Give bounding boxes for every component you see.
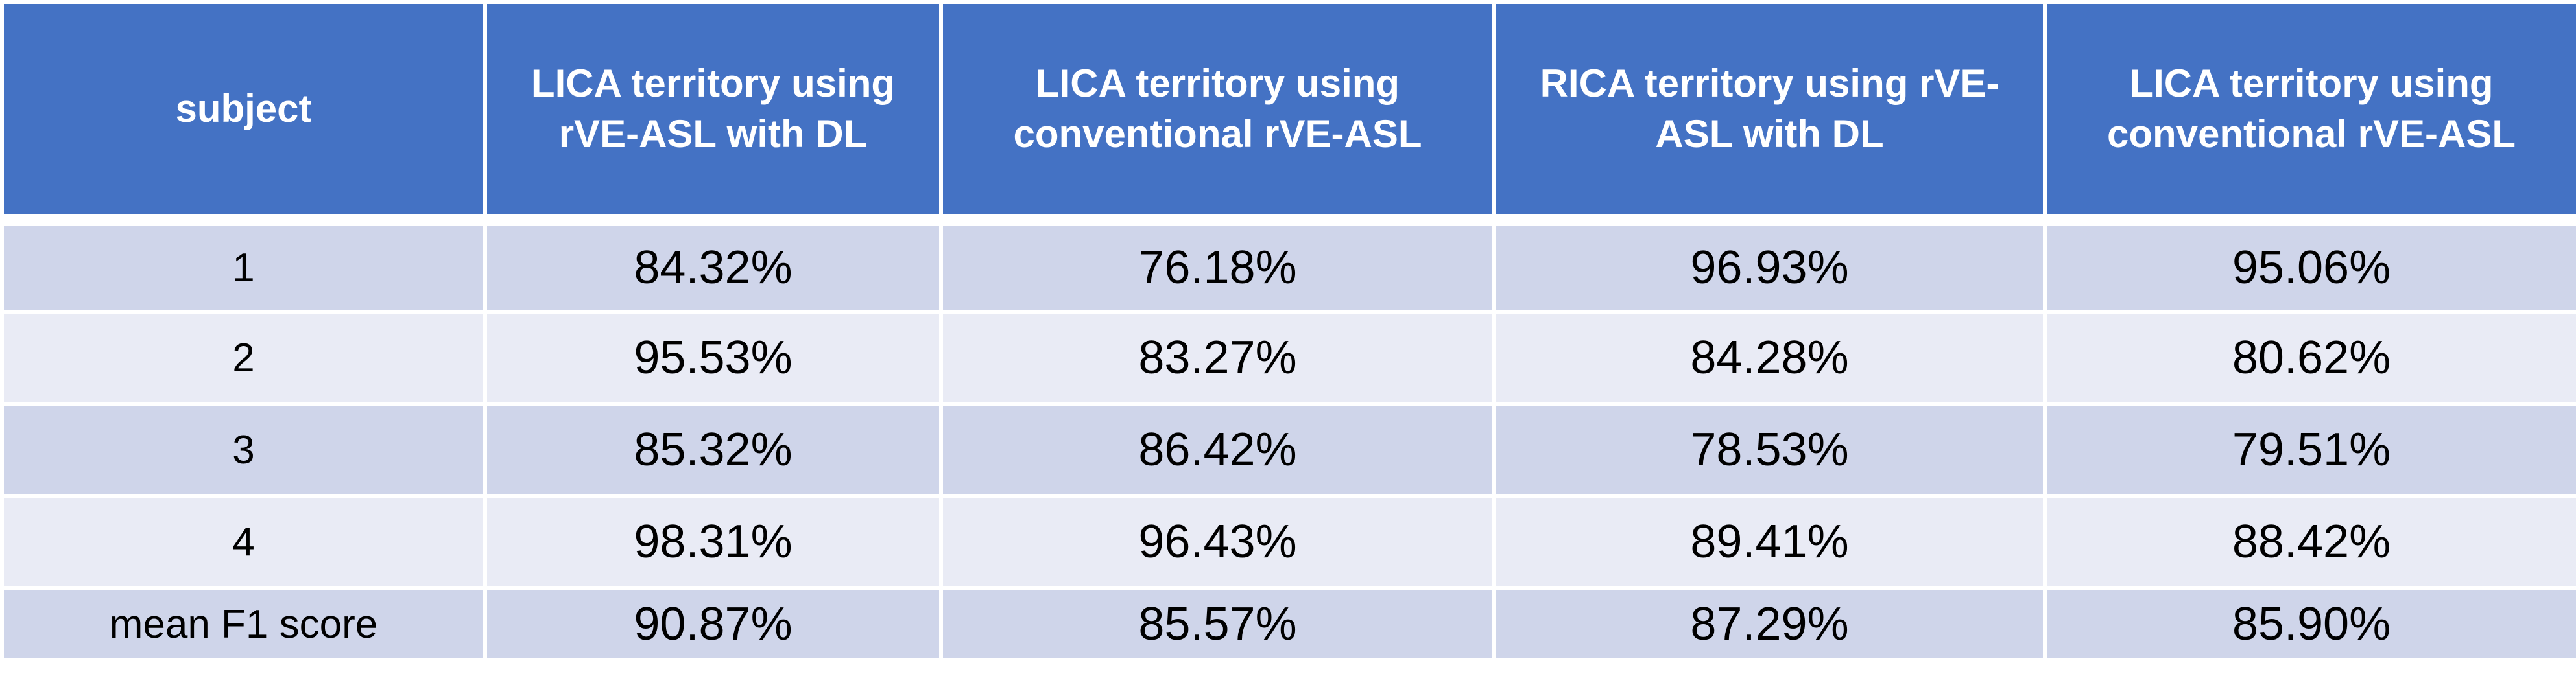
mean-value-cell: 87.29% <box>1492 586 2047 662</box>
value-cell: 85.32% <box>483 402 943 498</box>
header-subject: subject <box>0 0 487 226</box>
table-row: 3 85.32% 86.42% 78.53% 79.51% <box>0 402 2576 498</box>
value-cell: 84.28% <box>1492 310 2047 406</box>
value-cell: 79.51% <box>2043 402 2576 498</box>
value-cell: 88.42% <box>2043 494 2576 590</box>
value-cell: 96.93% <box>1492 218 2047 314</box>
value-cell: 96.43% <box>939 494 1496 590</box>
header-rica-dl: RICA territory using rVE-ASL with DL <box>1492 0 2047 226</box>
value-cell: 86.42% <box>939 402 1496 498</box>
table-header: subject LICA territory using rVE-ASL wit… <box>0 0 2576 226</box>
value-cell: 78.53% <box>1492 402 2047 498</box>
header-lica-conventional-2: LICA territory using conventional rVE-AS… <box>2043 0 2576 226</box>
value-cell: 95.06% <box>2043 218 2576 314</box>
mean-label-cell: mean F1 score <box>0 586 487 662</box>
subject-cell: 2 <box>0 310 487 406</box>
value-cell: 83.27% <box>939 310 1496 406</box>
subject-cell: 1 <box>0 218 487 314</box>
header-row: subject LICA territory using rVE-ASL wit… <box>0 0 2576 226</box>
table-body: 1 84.32% 76.18% 96.93% 95.06% 2 95.53% 8… <box>0 218 2576 662</box>
value-cell: 76.18% <box>939 218 1496 314</box>
mean-value-cell: 85.57% <box>939 586 1496 662</box>
mean-value-cell: 90.87% <box>483 586 943 662</box>
table-row: 2 95.53% 83.27% 84.28% 80.62% <box>0 310 2576 406</box>
subject-cell: 4 <box>0 494 487 590</box>
value-cell: 89.41% <box>1492 494 2047 590</box>
mean-value-cell: 85.90% <box>2043 586 2576 662</box>
table-row: 4 98.31% 96.43% 89.41% 88.42% <box>0 494 2576 590</box>
table-row-mean: mean F1 score 90.87% 85.57% 87.29% 85.90… <box>0 586 2576 662</box>
value-cell: 95.53% <box>483 310 943 406</box>
value-cell: 80.62% <box>2043 310 2576 406</box>
value-cell: 84.32% <box>483 218 943 314</box>
value-cell: 98.31% <box>483 494 943 590</box>
results-table: subject LICA territory using rVE-ASL wit… <box>0 0 2576 662</box>
header-lica-conventional: LICA territory using conventional rVE-AS… <box>939 0 1496 226</box>
subject-cell: 3 <box>0 402 487 498</box>
header-lica-dl: LICA territory using rVE-ASL with DL <box>483 0 943 226</box>
table-row: 1 84.32% 76.18% 96.93% 95.06% <box>0 218 2576 314</box>
